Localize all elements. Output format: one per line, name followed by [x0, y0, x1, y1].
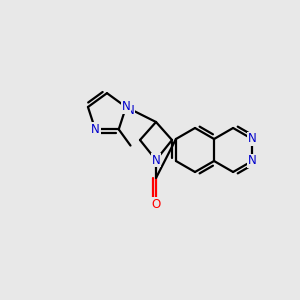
Text: N: N: [126, 103, 134, 116]
Text: N: N: [248, 133, 256, 146]
Text: N: N: [248, 154, 256, 167]
Text: O: O: [152, 197, 160, 211]
Text: N: N: [152, 154, 160, 166]
Text: N: N: [91, 123, 100, 136]
Text: N: N: [122, 100, 130, 113]
